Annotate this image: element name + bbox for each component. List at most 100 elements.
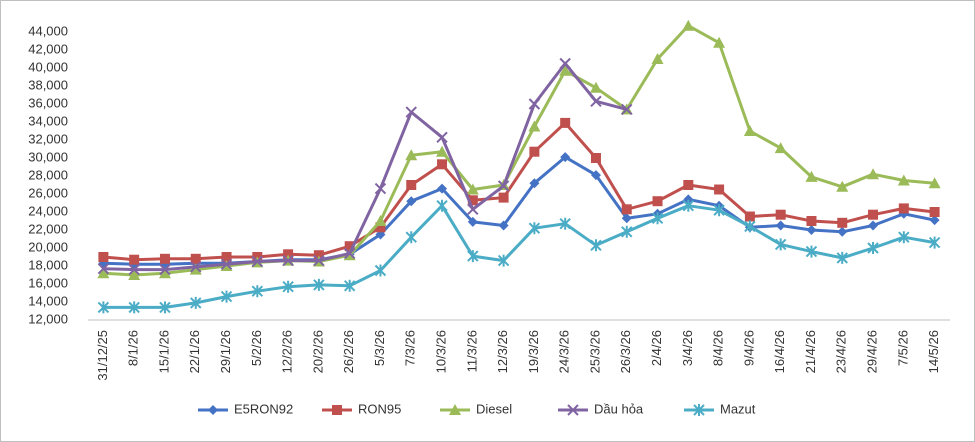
x-tick-label: 24/3/26 <box>557 330 572 373</box>
data-point <box>375 222 386 233</box>
x-tick-label: 7/3/26 <box>403 330 418 366</box>
data-point <box>805 245 818 258</box>
x-tick-label: 8/4/26 <box>711 330 726 366</box>
data-point <box>497 254 510 267</box>
x-tick-label: 9/4/26 <box>741 330 756 366</box>
x-tick-label: 31/12/25 <box>95 330 110 381</box>
data-point <box>682 199 695 212</box>
data-point <box>313 250 324 261</box>
data-point <box>837 217 848 228</box>
x-tick-label: 15/1/26 <box>156 330 171 373</box>
x-tick-label: 19/3/26 <box>526 330 541 373</box>
data-point <box>836 251 848 264</box>
data-point <box>928 236 941 249</box>
data-point <box>868 209 879 220</box>
data-point <box>405 149 418 161</box>
data-point <box>251 255 264 268</box>
data-point <box>405 231 417 244</box>
x-tick-label: 29/1/26 <box>218 330 233 373</box>
data-point <box>590 170 601 181</box>
data-point <box>898 231 910 244</box>
data-point <box>467 203 479 216</box>
y-tick-label: 40,000 <box>28 59 68 74</box>
data-point <box>528 120 541 132</box>
data-point <box>929 215 940 226</box>
x-tick-label: 7/5/26 <box>895 330 910 366</box>
x-tick-label: 10/3/26 <box>433 330 448 373</box>
data-point <box>220 290 233 303</box>
data-point <box>313 278 325 291</box>
data-point <box>467 216 478 227</box>
data-point <box>97 262 110 275</box>
data-point <box>374 264 387 277</box>
y-tick-label: 30,000 <box>28 149 68 164</box>
x-tick-label: 3/4/26 <box>680 330 695 366</box>
data-point <box>621 204 632 215</box>
y-tick-label: 12,000 <box>28 311 68 326</box>
data-point <box>467 250 479 263</box>
x-tick-label: 26/3/26 <box>618 330 633 373</box>
legend-label: Diesel <box>476 401 512 416</box>
data-point <box>774 142 787 154</box>
data-point <box>651 212 664 225</box>
data-point <box>529 146 540 157</box>
x-tick-label: 12/2/26 <box>280 330 295 373</box>
x-tick-label: 2/4/26 <box>649 330 664 366</box>
data-point <box>128 269 141 280</box>
data-point <box>437 159 448 170</box>
y-tick-label: 26,000 <box>28 185 68 200</box>
data-point <box>405 106 417 118</box>
data-point <box>652 196 663 207</box>
data-point <box>251 285 264 298</box>
data-point <box>713 36 726 48</box>
data-point <box>97 301 110 314</box>
data-point <box>497 180 510 192</box>
data-point <box>98 252 109 262</box>
data-point <box>590 239 602 252</box>
x-tick-label: 11/3/26 <box>464 330 479 372</box>
data-point <box>313 254 325 267</box>
data-point <box>436 199 448 212</box>
data-point <box>343 247 356 260</box>
data-point <box>436 131 448 144</box>
data-point <box>190 253 201 264</box>
y-tick-label: 34,000 <box>28 113 68 128</box>
data-point <box>897 174 910 186</box>
y-tick-label: 20,000 <box>28 239 68 254</box>
data-point <box>867 242 879 254</box>
data-point <box>436 145 449 157</box>
data-point <box>344 241 355 252</box>
data-point <box>806 216 817 226</box>
data-point <box>774 238 787 251</box>
x-tick-label: 5/2/26 <box>249 330 264 366</box>
y-tick-label: 18,000 <box>28 257 68 272</box>
data-point <box>158 267 171 279</box>
data-point <box>621 213 632 224</box>
data-point <box>282 254 294 267</box>
x-tick-label: 23/4/26 <box>834 330 849 373</box>
y-tick-label: 22,000 <box>28 221 68 236</box>
data-point <box>220 258 233 270</box>
data-point <box>374 215 387 226</box>
data-point <box>837 226 848 237</box>
x-tick-label: 25/3/26 <box>587 330 602 373</box>
data-point <box>498 220 509 231</box>
data-point <box>128 301 140 314</box>
data-point <box>466 183 479 195</box>
data-point <box>529 178 540 189</box>
series-line <box>103 204 935 309</box>
y-tick-label: 44,000 <box>28 23 68 38</box>
y-tick-label: 38,000 <box>28 77 68 92</box>
data-point <box>929 207 940 217</box>
data-point <box>559 64 572 76</box>
data-point <box>590 95 602 108</box>
y-tick-label: 42,000 <box>28 41 68 56</box>
x-tick-label: 21/4/26 <box>803 330 818 373</box>
legend-label: Dầu hỏa <box>594 401 644 416</box>
data-point <box>806 225 817 235</box>
x-tick-label: 16/4/26 <box>772 330 787 373</box>
legend-label: E5RON92 <box>234 401 293 416</box>
data-point <box>928 177 941 189</box>
data-point <box>682 19 695 31</box>
